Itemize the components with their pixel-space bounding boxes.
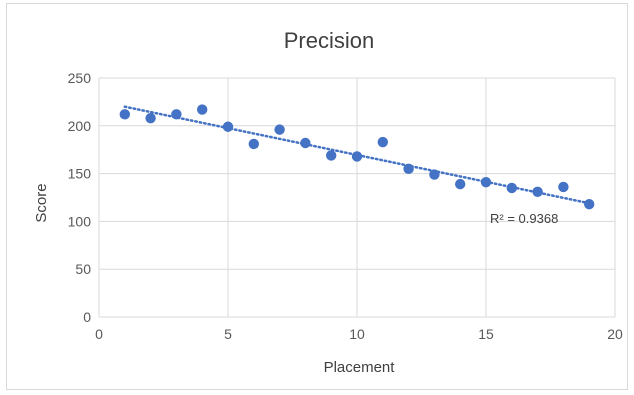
axis-layer: 0 50 100 150 200 250 0 5 10 15 20: [68, 70, 623, 342]
x-tick-label: 10: [349, 326, 365, 342]
chart-title: Precision: [284, 28, 374, 53]
y-axis-title: Score: [33, 183, 50, 222]
y-tick-label: 250: [68, 70, 92, 86]
data-point: [351, 151, 363, 162]
data-point: [455, 178, 466, 190]
data-point: [145, 112, 156, 124]
grid-layer: [98, 77, 616, 318]
points-layer: [119, 104, 595, 210]
y-tick-label: 50: [75, 261, 91, 277]
data-point: [248, 138, 259, 150]
r-squared-label: R² = 0.9368: [490, 211, 558, 226]
x-tick-label: 0: [95, 326, 103, 342]
x-tick-label: 20: [607, 326, 623, 342]
data-point: [584, 198, 595, 210]
data-point: [197, 104, 208, 115]
data-point: [171, 109, 182, 120]
data-point: [222, 121, 234, 132]
x-axis-title: Placement: [324, 359, 396, 376]
data-point: [300, 137, 311, 149]
data-point: [119, 109, 130, 120]
y-tick-label: 100: [68, 213, 92, 229]
data-point: [480, 177, 492, 188]
data-point: [377, 136, 388, 148]
y-tick-label: 0: [83, 309, 91, 325]
data-point: [558, 181, 569, 193]
chart-svg: Precision 0 50 100 150 200 250 0 5 10 15 20 Placem…: [33, 28, 623, 376]
x-tick-label: 5: [224, 326, 232, 342]
data-point: [429, 169, 440, 180]
chart-frame: Precision 0 50 100 150 200 250 0 5 10 15 20 Placem…: [6, 3, 628, 390]
data-point: [506, 182, 517, 194]
y-tick-label: 150: [68, 166, 92, 182]
y-tick-label: 200: [68, 118, 92, 134]
data-point: [274, 124, 285, 135]
data-point: [326, 150, 337, 161]
data-point: [403, 163, 414, 175]
data-point: [532, 186, 543, 197]
x-tick-label: 15: [478, 326, 494, 342]
